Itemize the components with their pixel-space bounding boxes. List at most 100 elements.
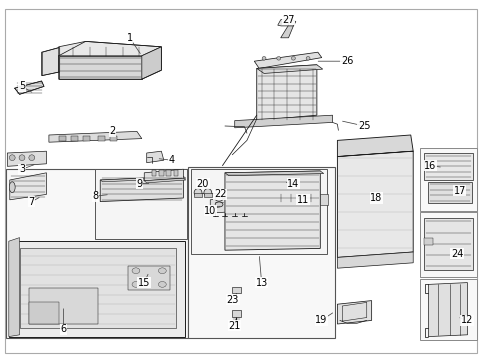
Polygon shape: [276, 193, 312, 202]
Polygon shape: [427, 283, 467, 337]
Ellipse shape: [132, 268, 140, 274]
Polygon shape: [144, 169, 183, 181]
Polygon shape: [59, 41, 161, 56]
Text: 17: 17: [452, 186, 465, 196]
Bar: [419, 148, 476, 211]
Ellipse shape: [132, 282, 140, 287]
Text: 25: 25: [357, 121, 370, 131]
Bar: [231, 310, 240, 317]
Text: 27: 27: [282, 15, 294, 25]
Polygon shape: [15, 81, 44, 94]
Polygon shape: [337, 252, 412, 268]
Polygon shape: [234, 115, 332, 128]
Bar: [110, 136, 117, 141]
Bar: [190, 169, 326, 254]
Text: 7: 7: [29, 197, 35, 207]
Text: 19: 19: [314, 315, 327, 325]
Polygon shape: [9, 238, 20, 337]
Bar: [151, 170, 156, 176]
Text: 15: 15: [138, 278, 150, 288]
Bar: [203, 193, 211, 197]
Text: 21: 21: [228, 321, 241, 331]
Ellipse shape: [158, 282, 166, 287]
Text: 5: 5: [19, 81, 25, 91]
Text: 16: 16: [423, 161, 436, 171]
Polygon shape: [337, 151, 412, 257]
Ellipse shape: [19, 155, 25, 161]
Polygon shape: [142, 47, 161, 79]
Bar: [320, 194, 327, 205]
Text: 24: 24: [450, 249, 463, 259]
Bar: [29, 302, 59, 324]
Bar: [424, 218, 472, 270]
Polygon shape: [280, 25, 293, 38]
Bar: [427, 182, 471, 203]
Bar: [83, 136, 90, 141]
Polygon shape: [256, 65, 322, 73]
Polygon shape: [256, 65, 316, 121]
Text: 14: 14: [286, 179, 299, 189]
Polygon shape: [41, 48, 60, 76]
Bar: [20, 248, 176, 328]
Text: 11: 11: [296, 195, 309, 205]
Text: 4: 4: [168, 155, 174, 165]
Polygon shape: [9, 241, 184, 337]
Polygon shape: [337, 301, 371, 324]
Text: 23: 23: [226, 294, 239, 305]
Polygon shape: [337, 135, 412, 157]
Text: 12: 12: [460, 315, 472, 325]
Text: 10: 10: [203, 206, 216, 216]
Polygon shape: [146, 151, 163, 163]
Text: 6: 6: [61, 324, 66, 334]
Polygon shape: [59, 56, 142, 79]
Ellipse shape: [194, 189, 202, 197]
Bar: [424, 153, 472, 180]
Polygon shape: [100, 176, 185, 182]
Bar: [419, 212, 476, 277]
Text: 26: 26: [340, 56, 353, 66]
Bar: [166, 170, 171, 176]
Bar: [419, 279, 476, 340]
Bar: [95, 169, 187, 239]
Bar: [29, 288, 98, 324]
Ellipse shape: [262, 57, 265, 60]
Bar: [59, 136, 66, 141]
Text: 3: 3: [19, 164, 25, 174]
Bar: [159, 170, 163, 176]
Ellipse shape: [9, 155, 15, 161]
Ellipse shape: [291, 57, 295, 60]
Ellipse shape: [9, 182, 15, 193]
Bar: [71, 136, 78, 141]
Bar: [6, 169, 188, 338]
Polygon shape: [10, 173, 46, 200]
Text: 9: 9: [136, 179, 142, 189]
Polygon shape: [224, 171, 320, 250]
Polygon shape: [7, 151, 46, 166]
Text: 2: 2: [109, 126, 115, 136]
Polygon shape: [144, 178, 185, 183]
Polygon shape: [277, 18, 295, 26]
Text: 20: 20: [196, 179, 209, 189]
Text: 8: 8: [92, 191, 98, 201]
Bar: [128, 266, 170, 290]
Ellipse shape: [158, 268, 166, 274]
Bar: [194, 193, 202, 197]
Ellipse shape: [305, 57, 309, 60]
Text: 1: 1: [126, 33, 132, 43]
Polygon shape: [210, 196, 249, 213]
Polygon shape: [100, 176, 183, 202]
Ellipse shape: [203, 189, 211, 197]
Polygon shape: [224, 171, 323, 176]
Ellipse shape: [29, 155, 35, 161]
Bar: [424, 238, 432, 245]
Bar: [98, 136, 105, 141]
Ellipse shape: [276, 57, 280, 60]
Text: 13: 13: [255, 278, 267, 288]
Text: 18: 18: [369, 193, 382, 203]
Bar: [173, 170, 178, 176]
Text: 22: 22: [213, 189, 226, 199]
Bar: [188, 167, 334, 338]
Polygon shape: [254, 52, 321, 68]
Polygon shape: [124, 263, 173, 292]
Ellipse shape: [215, 196, 223, 201]
